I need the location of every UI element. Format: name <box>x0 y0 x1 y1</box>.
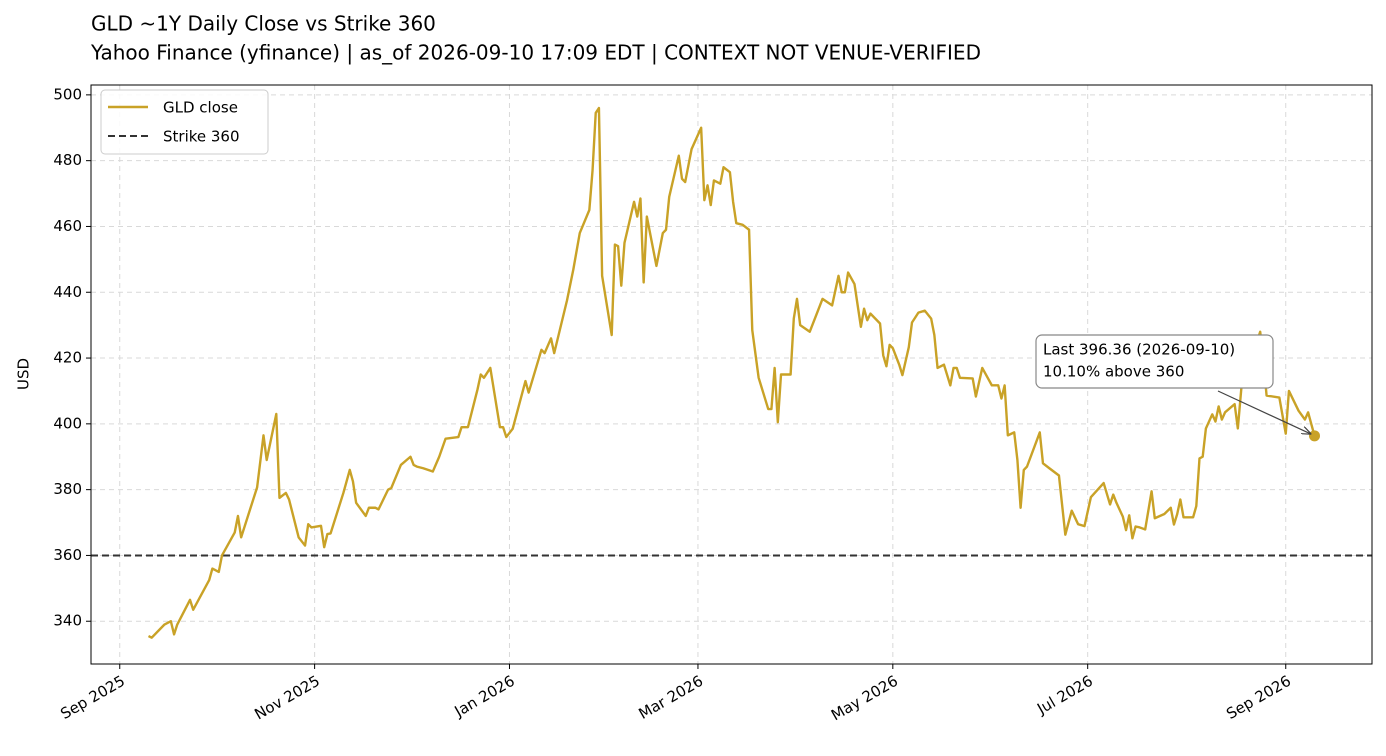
y-tick-label: 500 <box>53 85 82 103</box>
y-tick-label: 340 <box>53 612 82 630</box>
legend-label: GLD close <box>163 99 238 117</box>
chart-subtitle: Yahoo Finance (yfinance) | as_of 2026-09… <box>90 41 981 65</box>
annotation-text: 10.10% above 360 <box>1043 363 1184 381</box>
chart-title: GLD ~1Y Daily Close vs Strike 360 <box>91 12 436 36</box>
y-axis-label: USD <box>15 358 33 390</box>
y-tick-label: 400 <box>53 414 82 432</box>
y-tick-label: 360 <box>53 546 82 564</box>
y-tick-label: 440 <box>53 283 82 301</box>
legend-label: Strike 360 <box>163 128 240 146</box>
x-tick-label: May 2026 <box>828 672 901 725</box>
annotation-box <box>1035 334 1274 389</box>
x-tick-label: Jan 2026 <box>451 672 518 721</box>
y-tick-label: 420 <box>53 349 82 367</box>
x-tick-label: Sep 2025 <box>57 672 128 723</box>
x-tick-label: Jul 2026 <box>1033 672 1096 719</box>
legend: GLD close Strike 360 <box>100 89 269 155</box>
x-tick-label: Mar 2026 <box>636 672 707 723</box>
x-tick-label: Sep 2026 <box>1223 672 1294 723</box>
annotation-text: Last 396.36 (2026-09-10) <box>1043 341 1235 359</box>
price-line <box>147 106 1316 639</box>
annotation: Last 396.36 (2026-09-10) 10.10% above 36… <box>1035 334 1274 389</box>
y-tick-label: 380 <box>53 480 82 498</box>
plot-frame <box>90 84 1373 665</box>
annotation-arrow <box>1217 390 1310 434</box>
y-tick-label: 480 <box>53 151 82 169</box>
x-tick-label: Nov 2025 <box>251 672 323 724</box>
last-point <box>1308 430 1320 442</box>
y-tick-label: 460 <box>53 217 82 235</box>
